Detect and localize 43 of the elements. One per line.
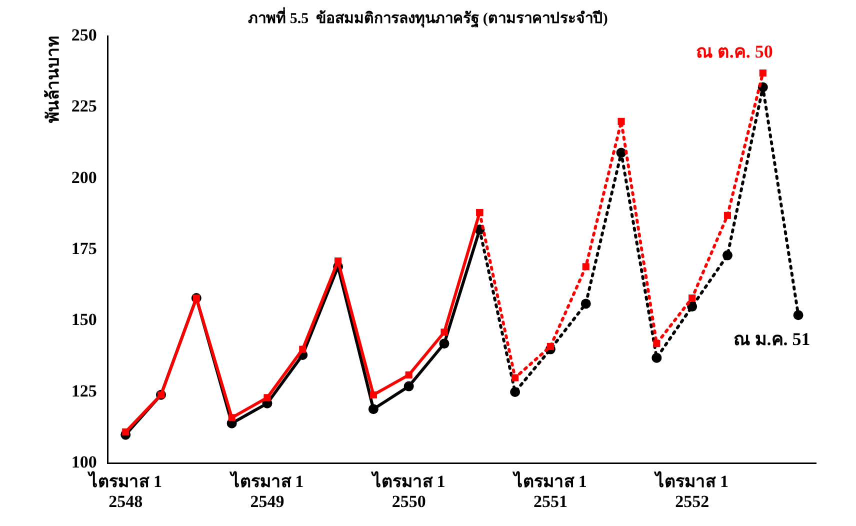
y-tick-label: 250 bbox=[71, 25, 97, 44]
point bbox=[122, 428, 130, 436]
chart-title: ภาพที่ 5.5 ข้อสมมติการลงทุนภาครัฐ (ตามราคาประจำปี) bbox=[248, 6, 608, 28]
point bbox=[793, 310, 804, 320]
point bbox=[299, 346, 306, 353]
point bbox=[510, 387, 520, 397]
series-label: ณ ม.ค. 51 bbox=[733, 328, 810, 349]
x-tick-label: ไตรมาส 1 2551 bbox=[512, 470, 587, 512]
point bbox=[653, 340, 660, 348]
point bbox=[722, 250, 732, 260]
point bbox=[512, 374, 519, 382]
y-tick-label: 175 bbox=[71, 238, 97, 258]
point bbox=[368, 404, 378, 414]
point bbox=[404, 381, 414, 392]
y-tick-label: 200 bbox=[71, 168, 97, 187]
point bbox=[580, 298, 591, 309]
point bbox=[582, 263, 590, 270]
point bbox=[439, 338, 450, 349]
point bbox=[546, 342, 554, 350]
point bbox=[618, 118, 625, 125]
point bbox=[687, 302, 698, 312]
point bbox=[688, 294, 696, 302]
point bbox=[616, 148, 626, 158]
y-tick-label: 100 bbox=[71, 452, 97, 472]
point bbox=[334, 257, 342, 265]
point bbox=[724, 212, 732, 219]
y-tick-label: 125 bbox=[71, 381, 97, 400]
point bbox=[440, 328, 448, 336]
y-tick-label: 150 bbox=[71, 310, 97, 330]
point bbox=[476, 209, 484, 216]
y-axis-title: พันล้านบาท bbox=[44, 36, 63, 123]
point bbox=[264, 394, 271, 402]
series-label: ณ ต.ค. 50 bbox=[696, 42, 773, 62]
point bbox=[759, 69, 766, 77]
point bbox=[370, 391, 377, 398]
x-tick-label: ไตรมาส 1 2552 bbox=[654, 470, 728, 512]
x-tick-label: ไตรมาส 1 2550 bbox=[370, 470, 446, 512]
point bbox=[405, 371, 412, 378]
point bbox=[652, 352, 662, 363]
x-tick-label: ไตรมาส 1 2549 bbox=[228, 470, 304, 512]
point bbox=[228, 414, 236, 422]
x-tick-label: ไตรมาส 1 2548 bbox=[87, 470, 162, 512]
y-tick-label: 225 bbox=[71, 96, 97, 116]
